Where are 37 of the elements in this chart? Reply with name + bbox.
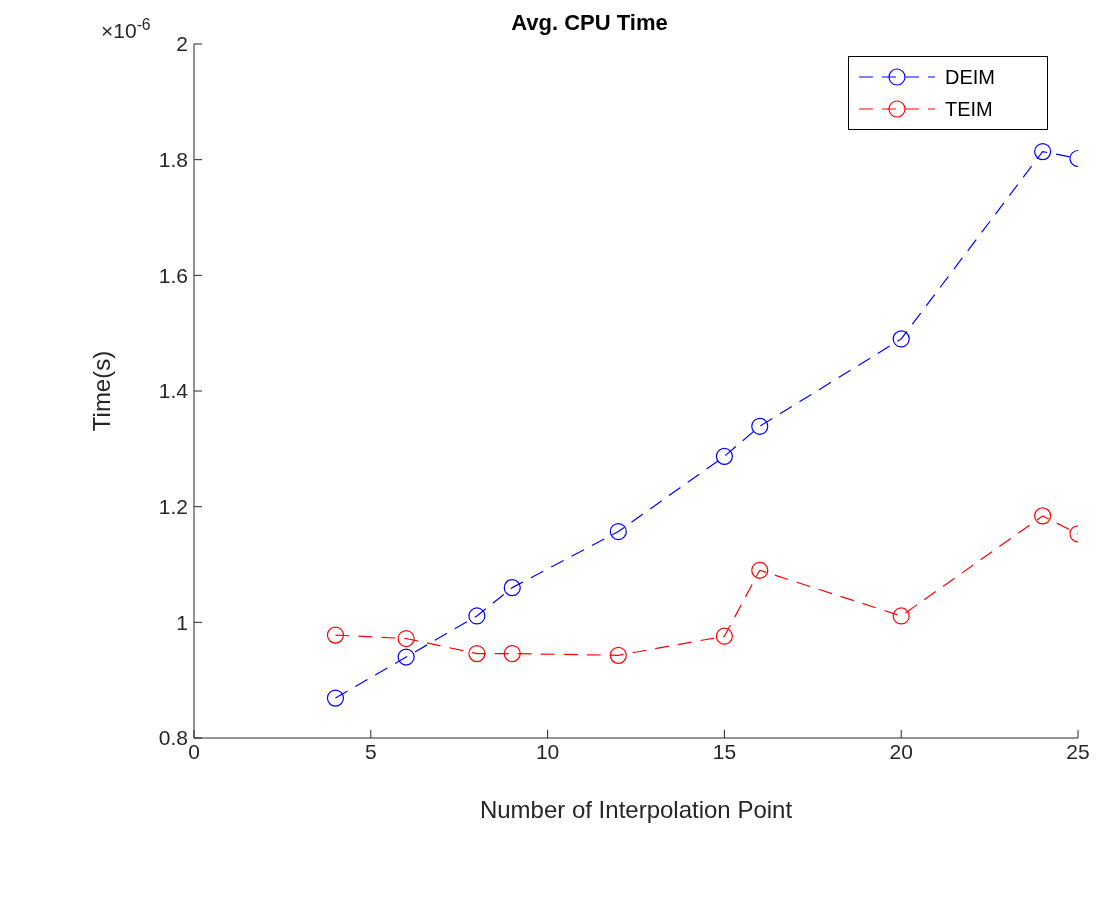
y-tick-label: 1.8 (158, 148, 188, 172)
legend-label: TEIM (945, 97, 993, 121)
y-tick-label: 0.8 (158, 726, 188, 750)
point (397, 648, 415, 666)
y-tick-label: 2 (176, 32, 188, 56)
point (503, 644, 521, 663)
point (715, 447, 733, 465)
point (503, 579, 521, 597)
x-tick-label: 0 (188, 739, 200, 763)
legend-label: DEIM (945, 65, 995, 89)
point (609, 646, 627, 664)
x-tick-label: 20 (889, 739, 913, 763)
point (751, 561, 769, 579)
y-tick-label: 1.2 (158, 495, 188, 519)
point (326, 626, 345, 644)
point (715, 627, 733, 645)
y-tick-label: 1 (176, 610, 188, 634)
point (609, 522, 627, 541)
point (1034, 142, 1052, 161)
y-tick-label: 1.6 (158, 263, 188, 287)
y-axis-title: Time(s) (87, 350, 115, 432)
point (397, 629, 415, 648)
x-tick-label: 5 (364, 739, 377, 763)
point (468, 607, 486, 625)
text: ×10$^{-6}$ (101, 15, 151, 42)
x-tick-label: 10 (535, 739, 560, 763)
point (1034, 507, 1052, 525)
point (751, 417, 769, 435)
chart-title: Avg. CPU Time (511, 10, 668, 35)
y-tick-label: 1.4 (158, 379, 189, 403)
point (892, 330, 910, 348)
point (326, 689, 345, 707)
x-tick-label: 25 (1066, 739, 1090, 763)
x-axis-title: Number of Interpolation Point (479, 796, 793, 823)
point (892, 607, 910, 625)
point (468, 644, 486, 663)
x-tick-label: 15 (712, 739, 737, 763)
